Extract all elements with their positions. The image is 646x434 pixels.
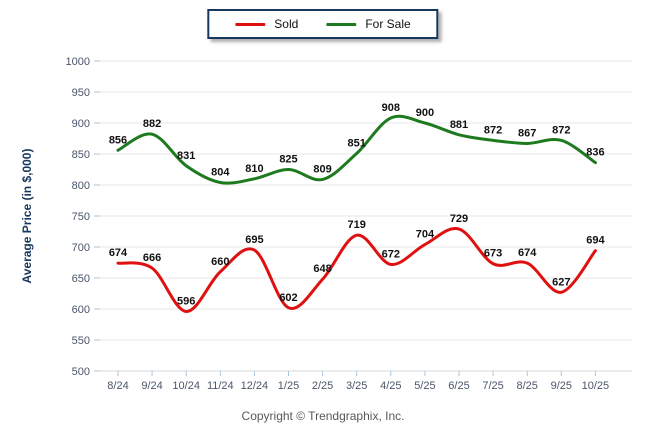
- sold-data-label: 672: [382, 248, 400, 260]
- copyright-text: Copyright © Trendgraphix, Inc.: [241, 409, 405, 423]
- sold-line-swatch-icon: [235, 22, 266, 26]
- for-sale-data-label: 836: [586, 147, 604, 159]
- for-sale-data-label: 881: [450, 119, 468, 131]
- y-axis-tick-label: 650: [72, 273, 90, 285]
- for-sale-line-swatch-icon: [326, 22, 357, 26]
- for-sale-data-label: 809: [313, 163, 331, 175]
- sold-data-label: 674: [109, 247, 128, 259]
- sold-data-label: 596: [177, 295, 195, 307]
- for-sale-data-label: 872: [552, 124, 570, 136]
- sold-data-label: 673: [484, 248, 502, 260]
- for-sale-data-label: 872: [484, 124, 502, 136]
- x-axis-tick-label: 12/24: [241, 380, 269, 392]
- for-sale-data-label: 825: [279, 154, 297, 166]
- sold-data-label: 660: [211, 256, 229, 268]
- sold-data-label: 694: [586, 235, 605, 247]
- y-axis-tick-label: 750: [72, 211, 90, 223]
- for-sale-data-label: 804: [211, 167, 230, 179]
- legend-item-sold: Sold: [235, 18, 298, 30]
- x-axis-tick-label: 3/25: [346, 380, 367, 392]
- sold-data-label: 674: [518, 247, 537, 259]
- y-axis-tick-label: 800: [72, 180, 90, 192]
- sold-data-label: 627: [552, 276, 570, 288]
- x-axis-tick-label: 2/25: [312, 380, 333, 392]
- y-axis-tick-label: 700: [72, 242, 90, 254]
- x-axis-tick-label: 9/25: [551, 380, 572, 392]
- y-axis-tick-label: 1000: [66, 56, 90, 68]
- sold-line: [116, 227, 597, 313]
- sold-data-label: 648: [313, 263, 331, 275]
- sold-data-label: 719: [348, 219, 366, 231]
- x-axis-tick-label: 8/25: [516, 380, 537, 392]
- x-axis-tick-label: 8/24: [107, 380, 128, 392]
- y-axis-tick-label: 950: [72, 87, 90, 99]
- for-sale-data-label: 882: [143, 118, 161, 130]
- x-axis-tick-label: 6/25: [448, 380, 469, 392]
- y-axis-tick-label: 900: [72, 118, 90, 130]
- for-sale-data-label: 831: [177, 150, 195, 162]
- y-axis-tick-label: 500: [72, 366, 90, 378]
- x-axis-tick-label: 9/24: [141, 380, 162, 392]
- sold-data-label: 666: [143, 252, 161, 264]
- x-axis-tick-label: 1/25: [278, 380, 299, 392]
- legend-item-for-sale: For Sale: [326, 17, 411, 31]
- sold-data-label: 729: [450, 213, 468, 225]
- x-axis-tick-label: 7/25: [482, 380, 503, 392]
- sold-data-label: 695: [245, 234, 263, 246]
- x-axis-tick-label: 10/24: [172, 380, 200, 392]
- for-sale-data-label: 908: [382, 102, 400, 114]
- legend-label-for-sale: For Sale: [365, 17, 411, 31]
- for-sale-data-label: 856: [109, 134, 127, 146]
- for-sale-line: [116, 114, 597, 185]
- x-axis-tick-label: 10/25: [582, 380, 610, 392]
- legend: Sold For Sale: [207, 9, 439, 39]
- y-axis-tick-label: 850: [72, 149, 90, 161]
- sold-data-label: 602: [279, 292, 297, 304]
- x-axis-tick-label: 11/24: [207, 380, 234, 392]
- y-axis-tick-label: 550: [72, 335, 90, 347]
- for-sale-data-label: 851: [348, 137, 366, 149]
- x-axis-tick-label: 4/25: [380, 380, 401, 392]
- legend-label-sold: Sold: [274, 17, 299, 31]
- for-sale-data-label: 810: [245, 163, 263, 175]
- sold-data-label: 704: [416, 229, 435, 241]
- y-axis-tick-label: 600: [72, 304, 90, 316]
- for-sale-data-label: 900: [416, 107, 434, 119]
- for-sale-data-label: 867: [518, 127, 536, 139]
- x-axis-tick-label: 5/25: [414, 380, 435, 392]
